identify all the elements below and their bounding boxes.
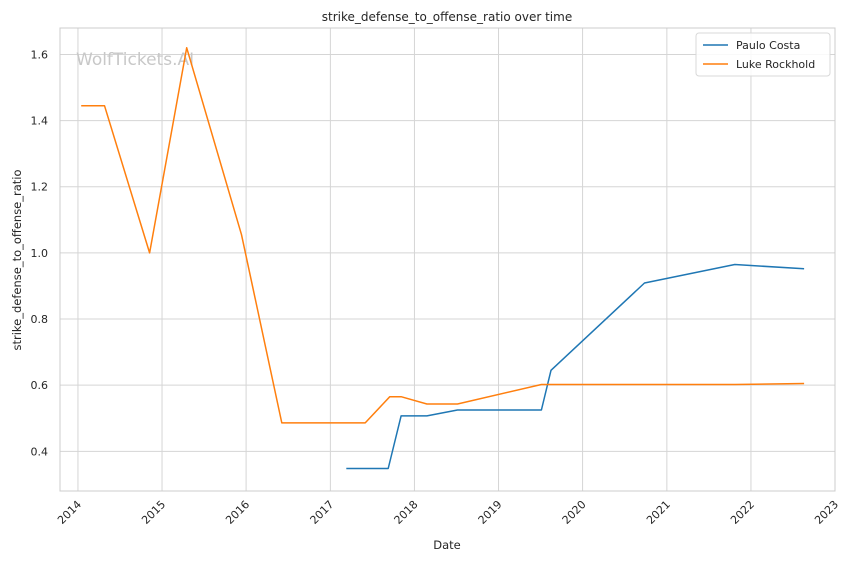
series-line-paulo-costa — [346, 263, 805, 470]
y-tick-label: 1.6 — [31, 48, 49, 61]
y-tick-label: 1.4 — [31, 115, 49, 128]
y-axis-title: strike_defense_to_offense_ratio — [10, 169, 24, 350]
series-layer — [81, 47, 805, 470]
grid-lines — [60, 28, 836, 491]
y-tick-label: 0.8 — [31, 313, 49, 326]
x-axis-title: Date — [433, 538, 461, 552]
y-tick-labels: 0.4 0.6 0.8 1.0 1.2 1.4 1.6 — [31, 48, 49, 458]
legend-box — [695, 32, 831, 77]
y-tick-label: 1.2 — [31, 181, 49, 194]
series-line-luke-rockhold — [81, 47, 805, 424]
y-tick-label: 1.0 — [31, 247, 49, 260]
legend: Paulo Costa Luke Rockhold — [695, 32, 831, 77]
y-tick-label: 0.6 — [31, 379, 49, 392]
plot-frame — [59, 27, 836, 492]
legend-label: Luke Rockhold — [736, 58, 815, 71]
chart-title: strike_defense_to_offense_ratio over tim… — [322, 10, 572, 24]
y-tick-label: 0.4 — [31, 445, 49, 458]
legend-label: Paulo Costa — [736, 39, 800, 52]
watermark: WolfTickets.AI — [76, 50, 194, 70]
